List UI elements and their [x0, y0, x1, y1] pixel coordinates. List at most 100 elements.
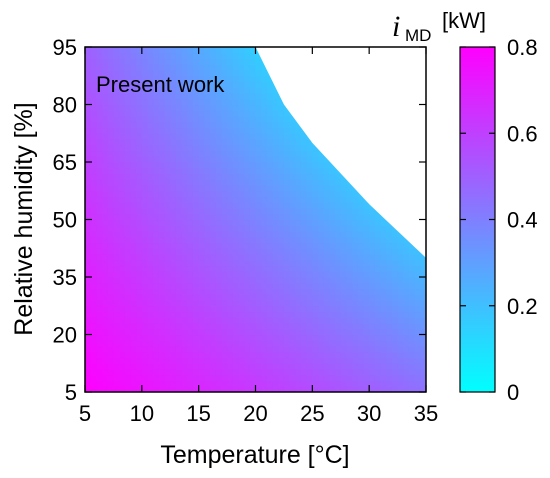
heatmap-cell	[170, 248, 177, 255]
heatmap-cell	[408, 340, 416, 347]
heatmap-cell	[107, 98, 115, 106]
heatmap-cell	[153, 357, 160, 364]
heatmap-cell	[158, 150, 166, 157]
heatmap-cell	[85, 323, 92, 330]
heatmap-cell	[278, 271, 285, 278]
heatmap-cell	[261, 127, 268, 134]
heatmap-cell	[369, 317, 376, 324]
heatmap-cell	[102, 259, 109, 267]
heatmap-cell	[215, 81, 222, 88]
heatmap-cell	[380, 242, 387, 249]
heatmap-cell	[175, 231, 183, 238]
heatmap-cell	[158, 87, 166, 94]
heatmap-cell	[192, 64, 200, 71]
heatmap-cell	[130, 225, 137, 232]
heatmap-cell	[278, 277, 285, 284]
heatmap-cell	[198, 167, 205, 175]
heatmap-cell	[249, 254, 257, 261]
heatmap-cell	[414, 334, 421, 341]
heatmap-cell	[261, 346, 268, 353]
heatmap-cell	[119, 236, 126, 244]
heatmap-cell	[175, 346, 183, 353]
heatmap-cell	[227, 167, 234, 175]
heatmap-cell	[153, 363, 160, 370]
heatmap-cell	[420, 288, 426, 295]
heatmap-cell	[85, 219, 92, 226]
heatmap-cell	[119, 133, 126, 140]
heatmap-cell	[300, 363, 308, 370]
heatmap-cell	[187, 346, 194, 353]
heatmap-cell	[238, 156, 245, 163]
heatmap-cell	[187, 75, 194, 83]
heatmap-cell	[96, 225, 103, 232]
heatmap-cell	[175, 300, 183, 307]
heatmap-cell	[272, 294, 279, 301]
heatmap-cell	[130, 317, 137, 324]
heatmap-cell	[249, 300, 257, 307]
heatmap-cell	[227, 305, 234, 313]
heatmap-cell	[181, 294, 188, 301]
heatmap-cell	[192, 202, 200, 209]
heatmap-cell	[261, 196, 268, 203]
heatmap-cell	[85, 139, 92, 146]
heatmap-cell	[386, 294, 393, 301]
heatmap-cell	[204, 133, 211, 140]
heatmap-cell	[96, 47, 103, 54]
heatmap-cell	[386, 305, 393, 313]
heatmap-cell	[249, 127, 257, 134]
heatmap-cell	[289, 213, 296, 221]
heatmap-cell	[227, 374, 234, 382]
heatmap-cell	[346, 213, 353, 221]
heatmap-cell	[278, 294, 285, 301]
heatmap-cell	[323, 208, 330, 215]
heatmap-cell	[272, 162, 279, 169]
heatmap-cell	[363, 357, 370, 364]
heatmap-cell	[278, 213, 285, 221]
heatmap-cell	[289, 277, 296, 284]
heatmap-cell	[289, 300, 296, 307]
heatmap-cell	[119, 104, 126, 111]
heatmap-cell	[124, 328, 132, 336]
heatmap-cell	[255, 179, 262, 186]
heatmap-cell	[187, 323, 194, 330]
heatmap-cell	[352, 294, 359, 301]
heatmap-cell	[329, 242, 336, 249]
heatmap-cell	[357, 317, 365, 324]
heatmap-cell	[153, 139, 160, 146]
heatmap-cell	[283, 271, 291, 278]
heatmap-cell	[300, 259, 308, 267]
heatmap-cell	[227, 162, 234, 169]
heatmap-cell	[329, 179, 336, 186]
heatmap-cell	[249, 70, 257, 77]
heatmap-cell	[198, 334, 205, 341]
heatmap-cell	[408, 380, 416, 387]
heatmap-cell	[210, 196, 217, 203]
heatmap-cell	[181, 305, 188, 313]
heatmap-cell	[192, 346, 200, 353]
heatmap-cell	[278, 127, 285, 134]
heatmap-cell	[119, 156, 126, 163]
heatmap-cell	[261, 225, 268, 232]
heatmap-cell	[391, 328, 399, 336]
heatmap-cell	[90, 386, 97, 392]
heatmap-cell	[238, 374, 245, 382]
heatmap-cell	[249, 75, 257, 83]
heatmap-cell	[102, 317, 109, 324]
heatmap-cell	[312, 225, 319, 232]
heatmap-cell	[272, 340, 279, 347]
heatmap-cell	[232, 167, 240, 175]
heatmap-cell	[295, 179, 302, 186]
heatmap-cell	[221, 81, 228, 88]
heatmap-cell	[102, 374, 109, 382]
heatmap-cell	[329, 213, 336, 221]
heatmap-cell	[170, 213, 177, 221]
heatmap-cell	[210, 144, 217, 152]
heatmap-cell	[153, 323, 160, 330]
heatmap-cell	[312, 156, 319, 163]
heatmap-cell	[397, 300, 404, 307]
heatmap-cell	[363, 369, 370, 376]
heatmap-cell	[107, 190, 115, 198]
heatmap-cell	[181, 196, 188, 203]
heatmap-cell	[147, 340, 154, 347]
heatmap-cell	[147, 311, 154, 318]
